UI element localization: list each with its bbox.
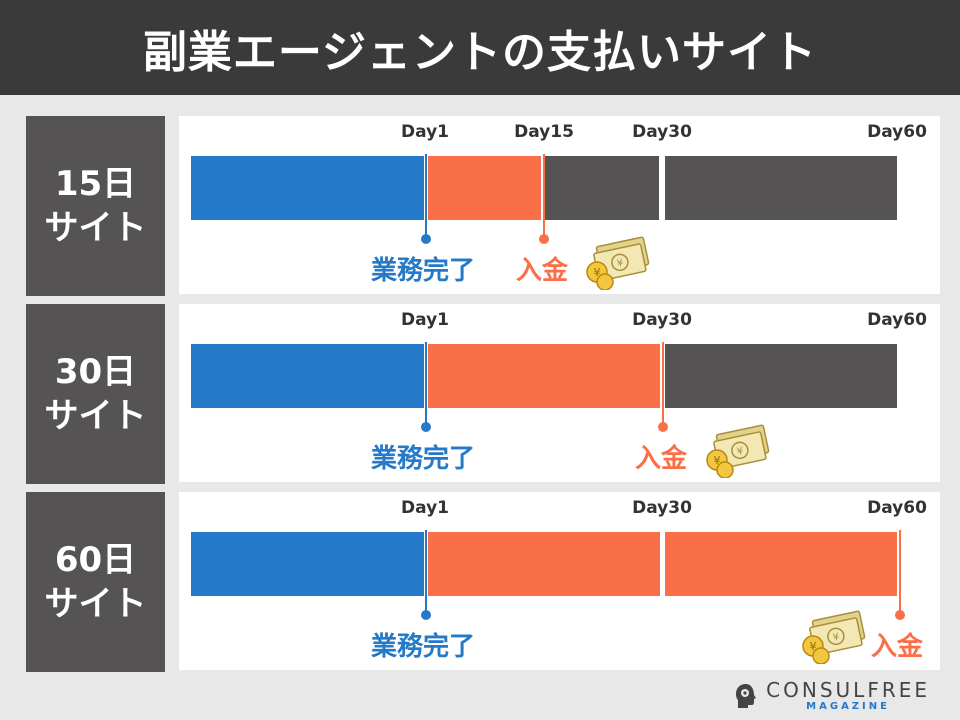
work-complete-marker	[425, 154, 427, 238]
payment-marker	[543, 154, 545, 238]
work-segment	[191, 344, 424, 408]
work-complete-dot	[421, 610, 431, 620]
day-label-day60: Day60	[867, 498, 927, 518]
day-label-day30: Day30	[632, 498, 692, 518]
waiting-segment	[428, 156, 541, 220]
row-label: 30日 サイト	[26, 304, 165, 484]
row-label: 60日 サイト	[26, 492, 165, 672]
row-label-days: 15日	[54, 164, 137, 204]
svg-text:¥: ¥	[810, 640, 817, 653]
row-label: 15日 サイト	[26, 116, 165, 296]
money-icon: ¥ ¥	[706, 424, 770, 478]
work-complete-label: 業務完了	[371, 632, 476, 662]
row-15-day-site: 15日 サイト Day1 Day15 Day30 Day60 業務完了 入金 ¥…	[26, 116, 940, 296]
work-complete-marker	[425, 530, 427, 614]
timeline-panel: Day1 Day15 Day30 Day60 業務完了 入金 ¥ ¥	[179, 116, 940, 294]
day-label-day30: Day30	[632, 310, 692, 330]
money-icon: ¥ ¥	[802, 610, 866, 664]
svg-text:¥: ¥	[736, 446, 745, 458]
payment-label: 入金	[635, 444, 688, 474]
row-label-days: 60日	[54, 540, 137, 580]
consulfree-logo: CONSULFREE MAGAZINE	[734, 680, 930, 712]
payment-marker	[899, 530, 901, 614]
payment-marker	[662, 342, 664, 426]
row-label-site: サイト	[44, 396, 147, 436]
payment-dot	[539, 234, 549, 244]
waiting-segment	[428, 344, 660, 408]
payment-label: 入金	[516, 256, 569, 286]
logo-sub-text: MAGAZINE	[806, 701, 890, 712]
row-60-day-site: 60日 サイト Day1 Day30 Day60 業務完了 入金 ¥ ¥	[26, 492, 940, 672]
after-segment	[665, 156, 897, 220]
day-label-day1: Day1	[401, 122, 449, 142]
row-label-site: サイト	[44, 208, 147, 248]
work-complete-label: 業務完了	[371, 444, 476, 474]
day-label-day60: Day60	[867, 122, 927, 142]
row-label-site: サイト	[44, 584, 147, 624]
work-complete-dot	[421, 234, 431, 244]
payment-label: 入金	[871, 632, 924, 662]
logo-main-text: CONSULFREE	[766, 678, 930, 702]
after-segment	[545, 156, 659, 220]
timeline-panel: Day1 Day30 Day60 業務完了 入金 ¥ ¥	[179, 304, 940, 482]
day-label-day15: Day15	[514, 122, 574, 142]
svg-text:¥: ¥	[832, 632, 841, 644]
after-segment	[665, 344, 897, 408]
svg-text:¥: ¥	[594, 266, 601, 279]
work-segment	[191, 156, 424, 220]
payment-dot	[895, 610, 905, 620]
page-title: 副業エージェントの支払いサイト	[0, 0, 960, 95]
day-label-day1: Day1	[401, 498, 449, 518]
waiting-segment	[428, 532, 660, 596]
row-label-days: 30日	[54, 352, 137, 392]
work-complete-dot	[421, 422, 431, 432]
day-label-day1: Day1	[401, 310, 449, 330]
work-complete-label: 業務完了	[371, 256, 476, 286]
payment-dot	[658, 422, 668, 432]
day-label-day60: Day60	[867, 310, 927, 330]
work-segment	[191, 532, 424, 596]
work-complete-marker	[425, 342, 427, 426]
money-icon: ¥ ¥	[586, 236, 650, 290]
day-label-day30: Day30	[632, 122, 692, 142]
timeline-panel: Day1 Day30 Day60 業務完了 入金 ¥ ¥	[179, 492, 940, 670]
svg-text:¥: ¥	[714, 454, 721, 467]
svg-text:¥: ¥	[616, 258, 625, 270]
waiting-segment	[665, 532, 897, 596]
row-30-day-site: 30日 サイト Day1 Day30 Day60 業務完了 入金 ¥ ¥	[26, 304, 940, 484]
head-icon	[736, 684, 757, 708]
